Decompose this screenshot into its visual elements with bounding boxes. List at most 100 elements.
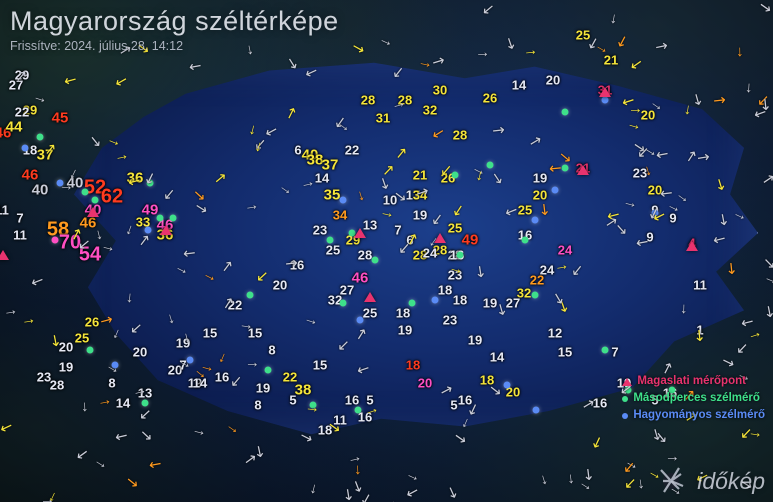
- wind-speed-value: 28: [361, 93, 375, 108]
- windmeter-dot: [457, 252, 464, 259]
- wind-direction-arrow: ↘: [490, 170, 505, 187]
- wind-speed-value: 25: [326, 243, 340, 258]
- wind-direction-arrow: ↙: [61, 71, 79, 90]
- wind-direction-arrow: →: [475, 44, 491, 60]
- wind-direction-arrow: ↙: [571, 262, 585, 278]
- wind-speed-value: 22: [345, 143, 359, 158]
- wind-direction-arrow: ↘: [758, 0, 773, 16]
- windmeter-dot: [52, 237, 59, 244]
- wind-direction-arrow: ↙: [629, 56, 644, 73]
- wind-direction-arrow: ↙: [130, 320, 143, 336]
- wind-direction-arrow: →: [377, 31, 397, 51]
- wind-direction-arrow: ↘: [443, 483, 460, 502]
- wind-direction-arrow: ↗: [394, 146, 408, 162]
- windmeter-dot: [522, 237, 529, 244]
- wind-direction-arrow: ↙: [589, 434, 606, 452]
- wind-direction-arrow: →: [345, 448, 363, 466]
- wind-direction-arrow: ↗: [43, 142, 57, 158]
- wind-direction-arrow: ↙: [112, 427, 131, 446]
- second-windmeter-icon: [622, 396, 628, 402]
- windmeter-dot: [157, 215, 164, 222]
- wind-direction-arrow: ↓: [680, 301, 688, 316]
- wind-direction-arrow: ↙: [229, 374, 243, 390]
- wind-speed-value: 45: [52, 110, 69, 127]
- wind-direction-arrow: →: [523, 42, 539, 58]
- mountain-station-marker: [599, 87, 611, 97]
- wind-direction-arrow: ↙: [0, 418, 15, 436]
- legend-label-second: Másodperces szélmérő: [633, 390, 760, 407]
- wind-speed-value: 16: [215, 370, 229, 385]
- wind-direction-arrow: ↘: [193, 188, 206, 203]
- wind-direction-arrow: →: [39, 492, 55, 502]
- windmeter-dot: [532, 217, 539, 224]
- wind-speed-value: 7: [394, 223, 401, 238]
- wind-direction-arrow: ↙: [117, 497, 133, 502]
- wind-direction-arrow: ↙: [337, 338, 350, 353]
- windmeter-dot: [602, 97, 609, 104]
- wind-map-app: Magyarország széltérképe Frissítve: 2024…: [0, 0, 773, 502]
- windmeter-dot: [432, 297, 439, 304]
- wind-direction-arrow: ↙: [740, 426, 753, 441]
- legend-item-traditional: Hagyományos szélmérő: [622, 407, 765, 424]
- wind-direction-arrow: ↘: [760, 302, 773, 321]
- wind-direction-arrow: ↘: [488, 383, 502, 399]
- wind-direction-arrow: ↙: [404, 484, 420, 502]
- idokep-sun-icon: [659, 466, 693, 496]
- wind-speed-value: 19: [413, 208, 427, 223]
- wind-direction-arrow: →: [298, 174, 316, 192]
- wind-speed-value: 7: [16, 211, 23, 226]
- wind-speed-value: 30: [433, 83, 447, 98]
- wind-speed-value: 8: [254, 398, 261, 413]
- map-title: Magyarország széltérképe: [10, 6, 339, 37]
- wind-speed-value: 35: [324, 187, 341, 204]
- wind-direction-arrow: ↙: [114, 73, 130, 91]
- wind-direction-arrow: ↙: [256, 269, 269, 284]
- wind-direction-arrow: ↙: [139, 407, 152, 422]
- wind-direction-arrow: →: [628, 100, 644, 116]
- wind-speed-value: 28: [358, 248, 372, 263]
- wind-speed-value: 8: [268, 343, 275, 358]
- wind-direction-arrow: ↗: [137, 232, 152, 249]
- wind-direction-arrow: ↘: [558, 149, 572, 165]
- wind-direction-arrow: ↙: [146, 455, 165, 474]
- wind-speed-value: 18: [453, 293, 467, 308]
- wind-direction-arrow: ↗: [354, 326, 370, 343]
- wind-direction-arrow: ↙: [186, 57, 205, 76]
- wind-direction-arrow: →: [31, 88, 50, 107]
- wind-direction-arrow: →: [103, 357, 123, 377]
- wind-speed-value: 38: [295, 382, 312, 399]
- wind-speed-value: 19: [256, 381, 270, 396]
- wind-direction-arrow: ↗: [580, 396, 596, 414]
- windmeter-dot: [562, 109, 569, 116]
- legend-label-traditional: Hagyományos szélmérő: [633, 407, 765, 424]
- wind-direction-arrow: ↗: [220, 258, 235, 275]
- wind-direction-arrow: ↓: [538, 471, 550, 488]
- mountain-station-marker: [0, 250, 9, 260]
- subtitle-label: Frissítve:: [10, 39, 61, 53]
- map-legend: Magaslati mérőpont Másodperces szélmérő …: [622, 373, 765, 424]
- windmeter-dot: [372, 257, 379, 264]
- wind-direction-arrow: →: [243, 197, 260, 214]
- mountain-station-icon: [622, 378, 632, 386]
- windmeter-dot: [87, 347, 94, 354]
- wind-direction-arrow: →: [404, 465, 424, 485]
- wind-direction-arrow: ↓: [81, 398, 89, 413]
- windmeter-dot: [37, 134, 44, 141]
- wind-direction-arrow: →: [665, 448, 681, 464]
- wind-speed-value: 18: [406, 358, 420, 373]
- wind-speed-value: 62: [101, 186, 123, 209]
- wind-direction-arrow: ↓: [125, 290, 134, 306]
- wind-speed-value: 7: [611, 345, 618, 360]
- wind-direction-arrow: ↘: [140, 427, 153, 442]
- wind-speed-value: 5: [289, 393, 296, 408]
- wind-direction-arrow: →: [305, 399, 322, 416]
- wind-speed-value: 19: [533, 171, 547, 186]
- windmeter-dot: [533, 407, 540, 414]
- wind-direction-arrow: ↙: [430, 211, 445, 228]
- wind-direction-arrow: ↙: [622, 459, 636, 475]
- wind-speed-value: 31: [376, 111, 390, 126]
- wind-direction-arrow: ↗: [220, 295, 236, 312]
- wind-direction-arrow: ↙: [162, 187, 176, 203]
- mountain-station-marker: [364, 292, 376, 302]
- wind-speed-value: 11: [13, 228, 27, 243]
